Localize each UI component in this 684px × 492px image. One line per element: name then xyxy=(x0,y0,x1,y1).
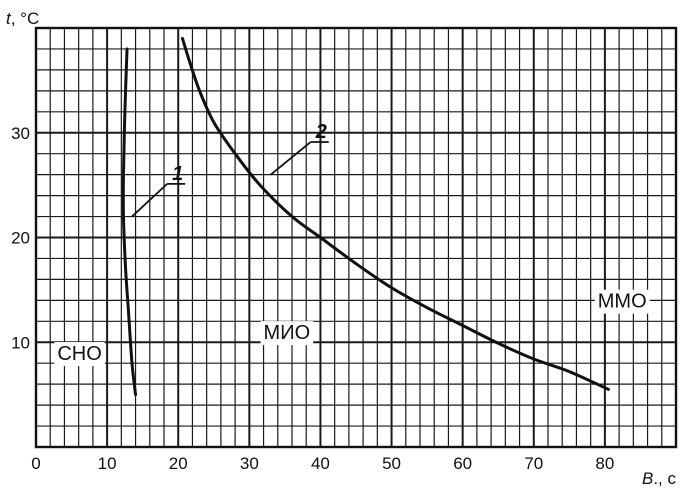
x-axis-var: B xyxy=(642,469,653,488)
region-label-background xyxy=(594,289,650,314)
x-tick-label: 10 xyxy=(98,454,117,473)
y-tick-label: 10 xyxy=(11,333,30,352)
curve-1 xyxy=(121,47,138,397)
region-label-background xyxy=(54,342,105,367)
curve-label-leader xyxy=(131,183,168,218)
region-label: СНО xyxy=(57,343,101,365)
tick-labels: 0 10 20 30 40 50 60 70 80 10 20 30 xyxy=(11,124,614,473)
y-tick-label: 20 xyxy=(11,229,30,248)
region-label-group: МИО xyxy=(260,321,314,346)
x-axis-label: B., c xyxy=(642,469,677,488)
plot-frame xyxy=(34,26,678,449)
curve-labels: 12 xyxy=(131,121,329,218)
x-tick-label: 50 xyxy=(382,454,401,473)
x-tick-label: 20 xyxy=(169,454,188,473)
curve-label: 1 xyxy=(172,163,183,185)
curve-2 xyxy=(180,36,610,391)
x-tick-label: 70 xyxy=(524,454,543,473)
chart-curves xyxy=(121,36,610,397)
region-labels: СНО МИО ММО xyxy=(54,289,650,367)
x-tick-label: 40 xyxy=(311,454,330,473)
chart-grid xyxy=(34,26,678,449)
x-axis-unit: ., c xyxy=(653,469,676,488)
curve-label: 2 xyxy=(315,121,327,143)
x-tick-label: 80 xyxy=(595,454,614,473)
region-label-group: СНО xyxy=(54,342,105,367)
x-tick-label: 30 xyxy=(240,454,259,473)
region-label-background xyxy=(260,321,314,346)
y-axis-var: t xyxy=(6,9,12,28)
region-label-group: ММО xyxy=(594,289,650,314)
y-axis-label: t, °C xyxy=(6,9,39,28)
curve-label-leader xyxy=(270,141,312,176)
x-tick-label: 60 xyxy=(453,454,472,473)
x-tick-label: 0 xyxy=(31,454,40,473)
region-label: ММО xyxy=(598,291,647,313)
y-axis-unit: , °C xyxy=(11,9,40,28)
y-tick-label: 30 xyxy=(11,124,30,143)
region-label: МИО xyxy=(264,322,311,344)
